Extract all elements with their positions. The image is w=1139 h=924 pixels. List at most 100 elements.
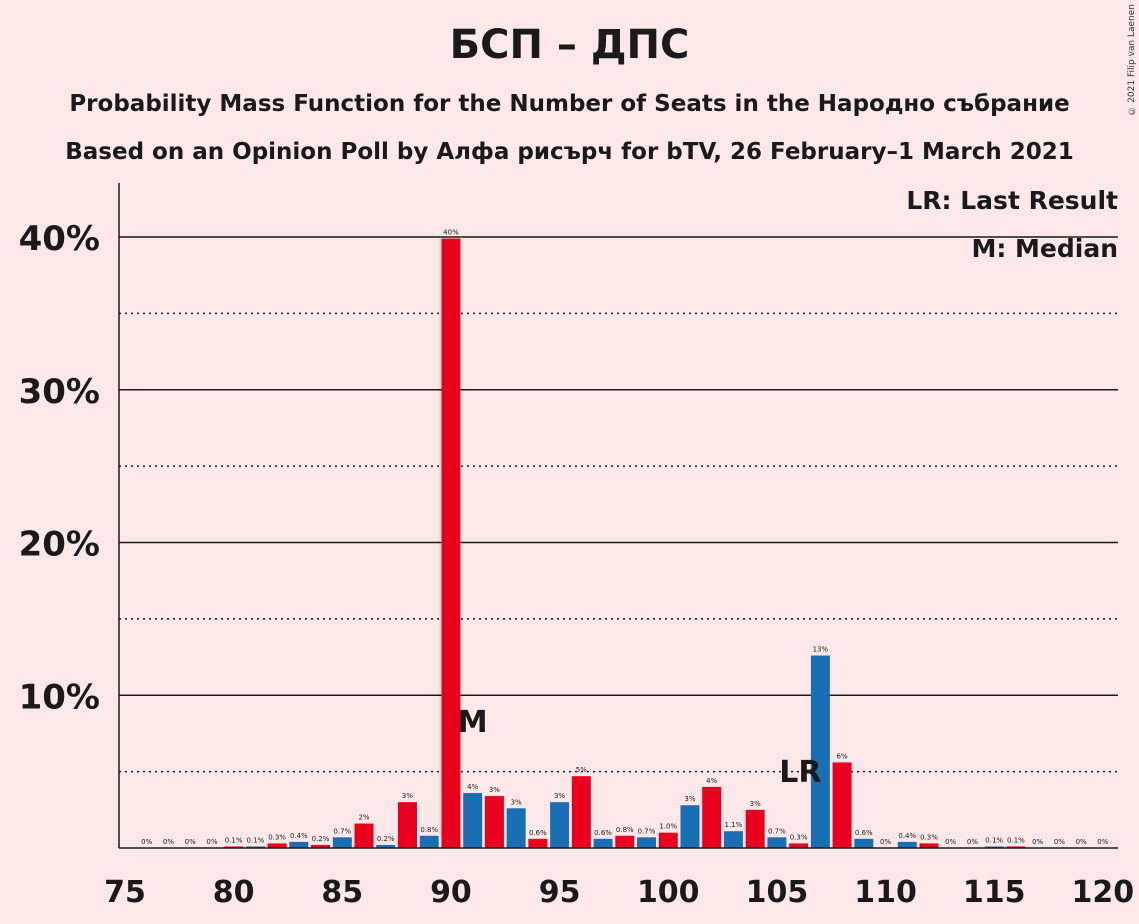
bar-label-seat-113: 0% <box>945 838 956 846</box>
bar-seat-115 <box>984 846 1004 848</box>
median-marker: M <box>458 705 488 740</box>
bar-seat-80 <box>224 846 244 848</box>
bar-seat-85 <box>332 837 352 848</box>
y-tick-labels: 10% 20% 30% 40% <box>19 219 100 717</box>
bar-label-seat-101: 3% <box>684 795 695 803</box>
bar-label-seat-82: 0.3% <box>268 833 286 841</box>
y-tick-label: 40% <box>19 219 100 259</box>
bar-seat-81 <box>245 846 265 848</box>
chart-subtitle: Probability Mass Function for the Number… <box>69 91 1070 117</box>
bar-label-seat-108: 6% <box>837 752 848 760</box>
bar-seat-88 <box>397 802 417 848</box>
bar-label-seat-105: 0.7% <box>768 827 786 835</box>
bar-seat-106 <box>789 843 809 848</box>
bar-seat-84 <box>311 844 331 848</box>
bar-seat-108 <box>832 762 852 848</box>
bar-label-seat-83: 0.4% <box>290 832 308 840</box>
x-tick-label: 80 <box>213 875 255 910</box>
bar-label-seat-88: 3% <box>402 792 413 800</box>
bar-label-seat-119: 0% <box>1076 838 1087 846</box>
x-tick-label: 75 <box>104 875 146 910</box>
x-tick-label: 100 <box>637 875 700 910</box>
bar-label-seat-81: 0.1% <box>246 836 264 844</box>
bar-label-seat-94: 0.6% <box>529 829 547 837</box>
bar-labels: 0% 0% 0% 0% 0.1% 0.1% 0.3% 0.4% 0.2%0.7%2%0.2%3%… <box>141 229 1109 846</box>
bars <box>224 238 1026 849</box>
x-tick-labels: 75 80 85 90 95 100 105 110 115 120 <box>104 875 1134 910</box>
x-tick-label: 85 <box>321 875 363 910</box>
bar-label-seat-109: 0.6% <box>855 829 873 837</box>
bar-seat-89 <box>419 835 439 848</box>
bar-label-seat-111: 0.4% <box>898 832 916 840</box>
bar-label-seat-107: 13% <box>813 646 829 654</box>
bar-label-seat-99: 0.7% <box>638 827 656 835</box>
bar-label-seat-103: 1.1% <box>725 821 743 829</box>
gridlines <box>119 236 1118 773</box>
bar-label-seat-118: 0% <box>1054 838 1065 846</box>
bar-label-seat-91: 4% <box>467 783 478 791</box>
bar-seat-99 <box>637 837 657 848</box>
x-tick-label: 110 <box>854 875 917 910</box>
x-tick-label: 105 <box>746 875 809 910</box>
bar-seat-91 <box>463 793 483 848</box>
bar-seat-97 <box>593 838 613 848</box>
chart-title: БСП – ДПС <box>449 22 690 68</box>
legend-median: M: Median <box>971 234 1118 263</box>
bar-seat-98 <box>615 835 635 848</box>
x-tick-label: 90 <box>430 875 472 910</box>
bar-seat-92 <box>484 796 504 848</box>
bar-seat-116 <box>1006 846 1026 848</box>
bar-seat-111 <box>897 841 917 848</box>
bar-seat-82 <box>267 843 287 848</box>
bar-label-seat-114: 0% <box>967 838 978 846</box>
bar-seat-95 <box>550 802 570 848</box>
bar-label-seat-89: 0.8% <box>420 826 438 834</box>
bar-label-seat-100: 1.0% <box>659 823 677 831</box>
bar-label-seat-90: 40% <box>443 229 459 237</box>
bar-label-seat-80: 0.1% <box>225 836 243 844</box>
bar-label-seat-104: 3% <box>750 800 761 808</box>
bar-label-seat-106: 0.3% <box>790 833 808 841</box>
x-tick-label: 115 <box>963 875 1026 910</box>
x-tick-label: 120 <box>1072 875 1135 910</box>
axes <box>118 183 1118 849</box>
bar-seat-102 <box>702 786 722 848</box>
bar-label-seat-96: 5% <box>576 766 587 774</box>
bar-seat-100 <box>658 832 678 848</box>
chart-source-line: Based on an Opinion Poll by Алфа рисърч … <box>65 139 1074 165</box>
bar-seat-94 <box>528 838 548 848</box>
y-tick-label: 20% <box>19 525 100 565</box>
y-tick-label: 10% <box>19 677 100 717</box>
bar-seat-86 <box>354 823 374 848</box>
bar-label-seat-79: 0% <box>206 838 217 846</box>
bar-seat-96 <box>571 776 591 848</box>
bar-label-seat-112: 0.3% <box>920 833 938 841</box>
bar-seat-90 <box>441 238 461 849</box>
x-tick-label: 95 <box>539 875 581 910</box>
bar-label-seat-78: 0% <box>185 838 196 846</box>
bar-seat-83 <box>289 841 309 848</box>
bar-label-seat-93: 3% <box>511 798 522 806</box>
legend-last-result: LR: Last Result <box>906 186 1118 215</box>
bar-label-seat-116: 0.1% <box>1007 836 1025 844</box>
bar-label-seat-97: 0.6% <box>594 829 612 837</box>
bar-seat-107 <box>810 655 830 848</box>
y-tick-label: 30% <box>19 372 100 412</box>
bar-seat-93 <box>506 808 526 848</box>
bar-label-seat-95: 3% <box>554 792 565 800</box>
bar-seat-104 <box>745 809 765 848</box>
bar-seat-87 <box>376 844 396 848</box>
bar-seat-103 <box>723 831 743 848</box>
bar-label-seat-120: 0% <box>1097 838 1108 846</box>
bar-label-seat-87: 0.2% <box>377 835 395 843</box>
bar-label-seat-77: 0% <box>163 838 174 846</box>
bar-seat-109 <box>854 838 874 848</box>
bar-label-seat-98: 0.8% <box>616 826 634 834</box>
bar-label-seat-85: 0.7% <box>333 827 351 835</box>
bar-label-seat-110: 0% <box>880 838 891 846</box>
bar-label-seat-92: 3% <box>489 786 500 794</box>
bar-label-seat-84: 0.2% <box>312 835 330 843</box>
bar-seat-105 <box>767 837 787 848</box>
bar-seat-112 <box>919 843 939 848</box>
